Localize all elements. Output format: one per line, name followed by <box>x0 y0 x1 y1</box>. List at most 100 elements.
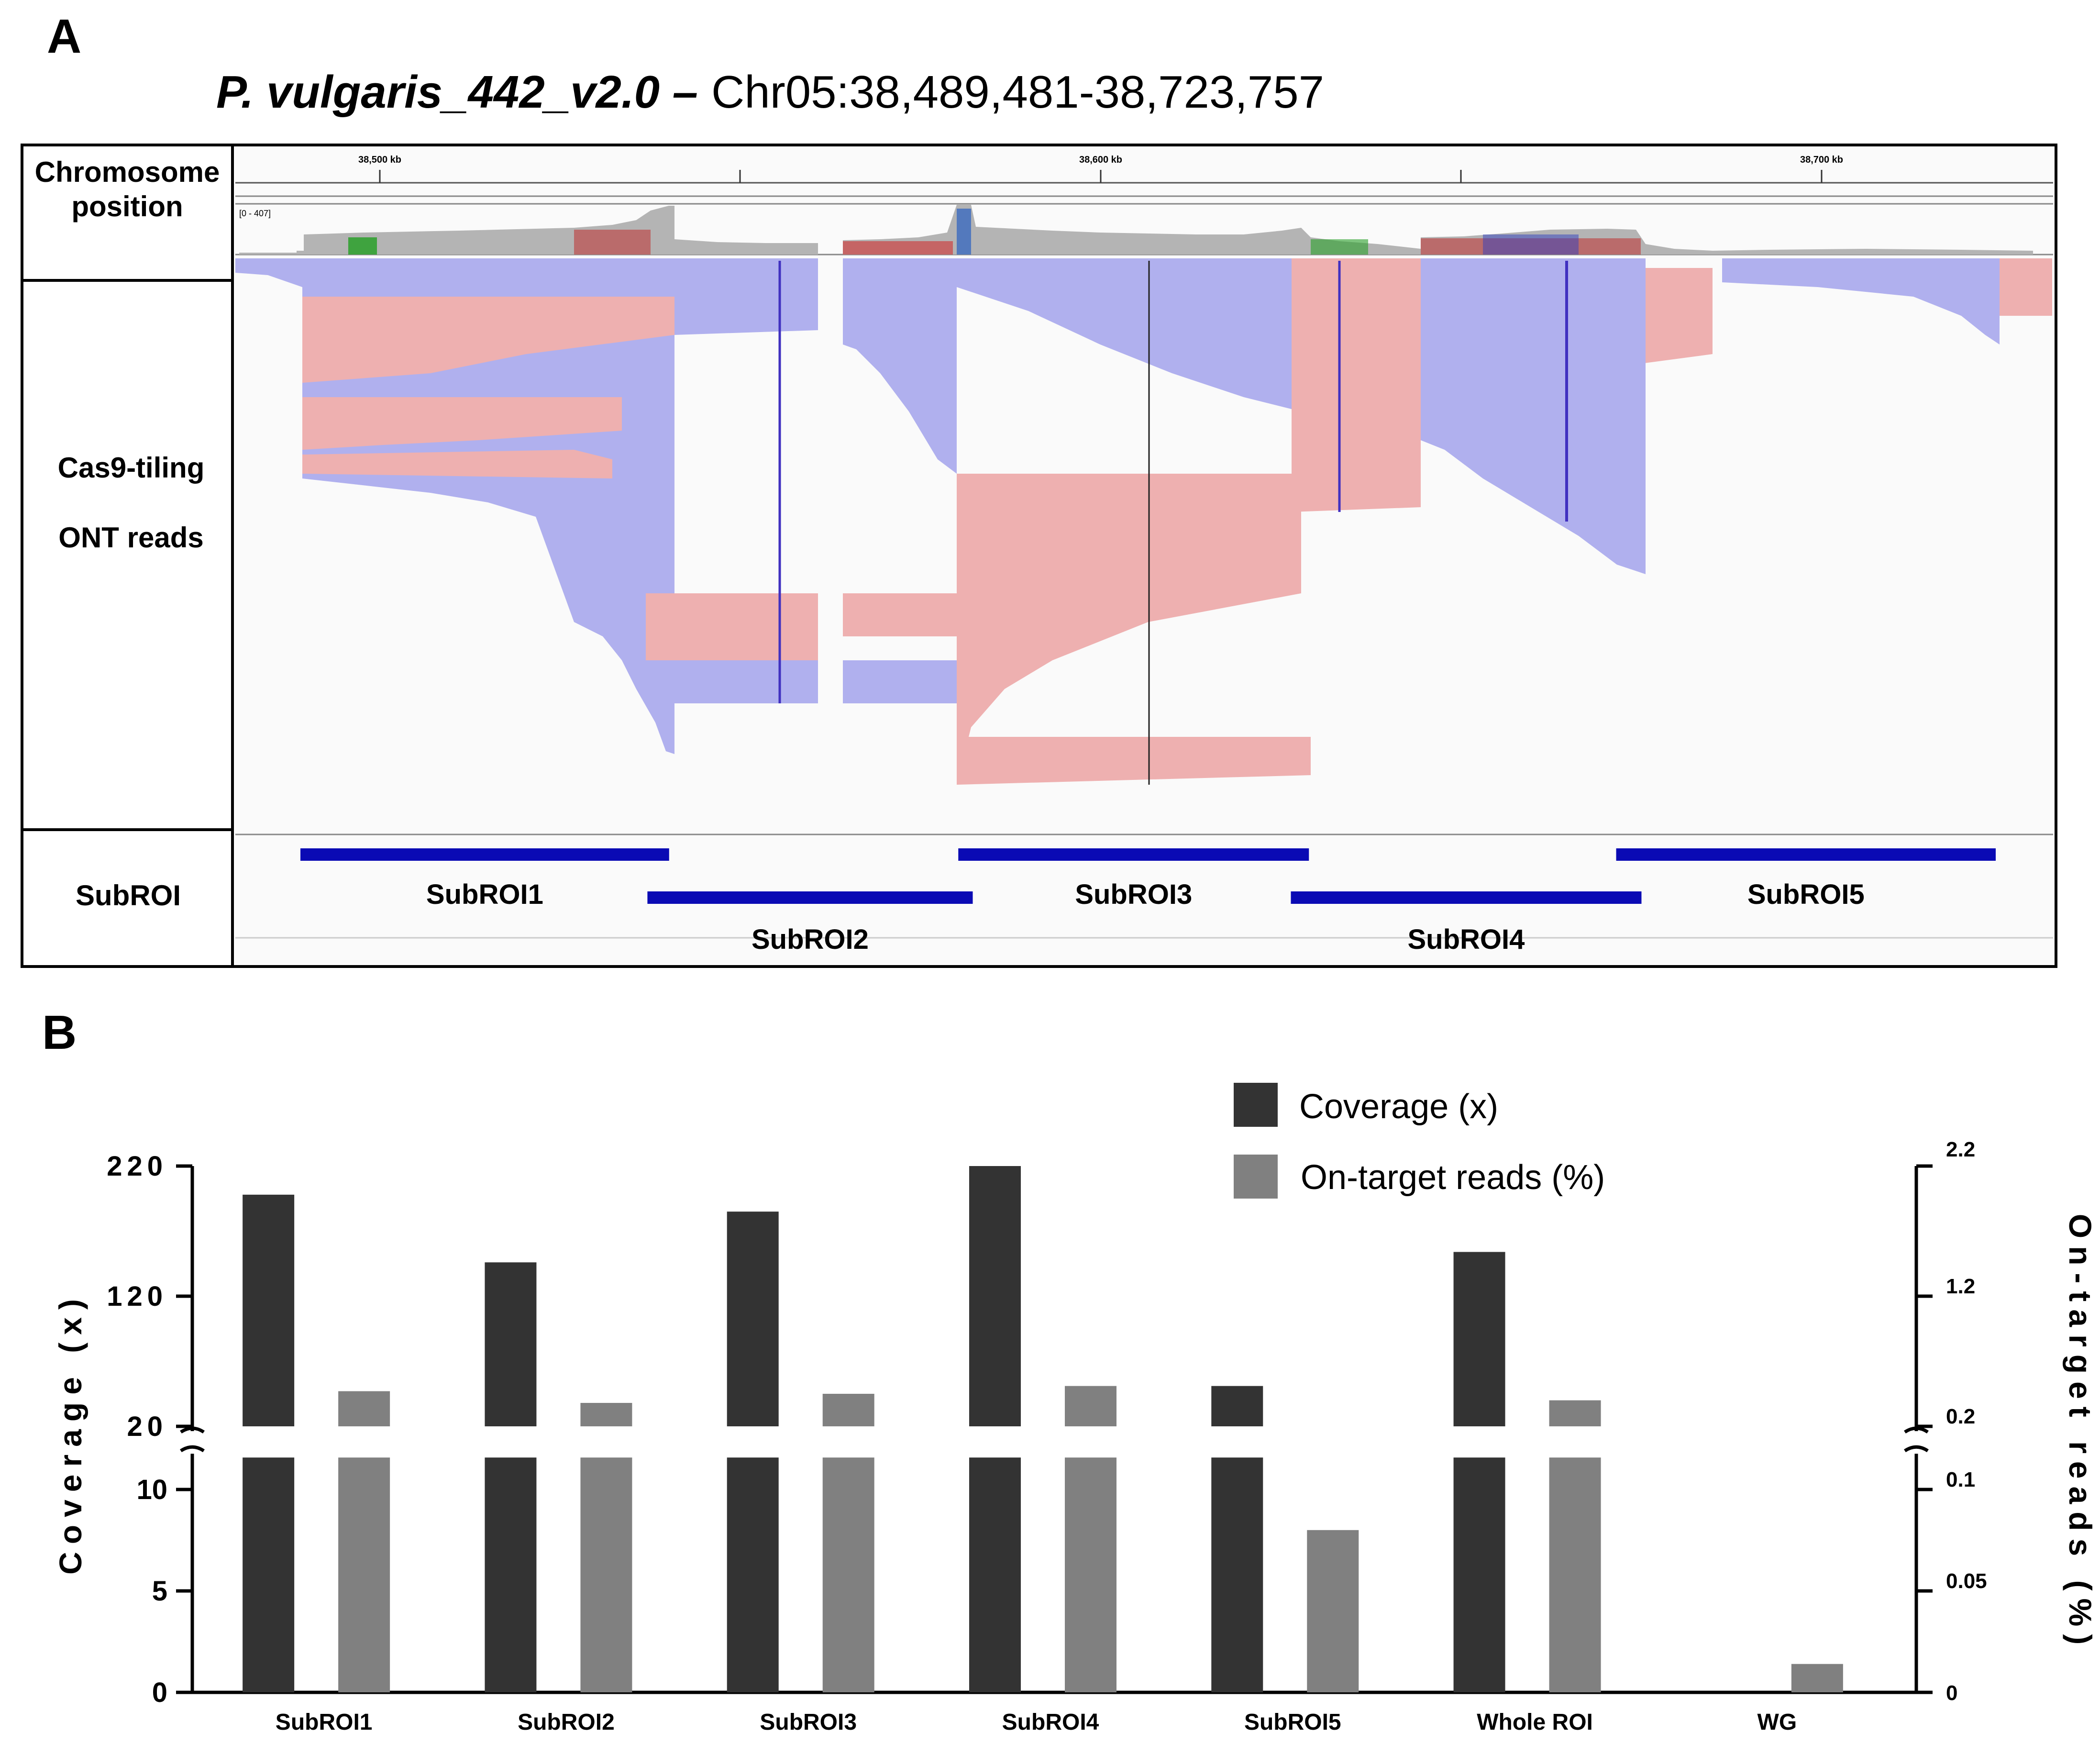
bar-on-target-lower-3 <box>1065 1457 1116 1692</box>
subroi-label-3: SubROI3 <box>1075 879 1192 910</box>
snp-band <box>1483 234 1579 255</box>
bar-coverage-lower-4 <box>1211 1457 1263 1692</box>
subroi-label-1: SubROI1 <box>426 879 543 910</box>
y-tick-label-1: 120 <box>107 1281 167 1312</box>
subroi-label: SubROI <box>76 879 181 911</box>
y-axis-break-mark <box>180 1445 205 1453</box>
bar-on-target-upper-0 <box>338 1391 390 1426</box>
read-block-forward <box>235 258 674 754</box>
read-block-reverse <box>843 593 957 636</box>
label-column <box>21 144 234 968</box>
bar-coverage-upper-0 <box>243 1194 295 1426</box>
bar-coverage-lower-5 <box>1453 1457 1505 1692</box>
bar-on-target-upper-3 <box>1065 1386 1116 1426</box>
ruler-label-38700: 38,700 kb <box>1800 155 1843 165</box>
coverage-range-label: [0 - 407] <box>239 209 271 218</box>
subroi-bar-2 <box>647 891 973 904</box>
snp-band <box>574 230 651 255</box>
y2-tick-label-1: 1.2 <box>1946 1275 1975 1298</box>
y2-axis-title: On-target reads (%) <box>2063 1214 2098 1652</box>
y-axis-title: Coverage (x) <box>53 1291 88 1575</box>
subroi-track: SubROI1 SubROI2 SubROI3 SubROI4 SubROI5 <box>300 848 1996 955</box>
y-tick-label-0: 220 <box>107 1151 167 1182</box>
snp-band <box>1311 239 1368 255</box>
subroi-bar-4 <box>1291 891 1642 904</box>
snp-band <box>348 237 377 255</box>
y-axis-break-mark <box>180 1426 205 1434</box>
x-tick-label-2: SubROI3 <box>760 1710 857 1735</box>
read-block-forward <box>1722 258 2000 345</box>
read-block-reverse <box>1292 258 1421 512</box>
x-tick-label-0: SubROI1 <box>276 1710 373 1735</box>
read-block-forward <box>843 660 957 703</box>
read-block-reverse <box>302 397 622 450</box>
subroi-bar-1 <box>300 848 669 861</box>
bar-on-target-lower-0 <box>338 1457 390 1692</box>
bar-coverage-upper-4 <box>1211 1386 1263 1426</box>
y2-tick-label-3: 0.1 <box>1946 1468 1975 1491</box>
y2-tick-label-4: 0.05 <box>1946 1569 1987 1593</box>
title-assembly: _442_v2.0 – <box>440 67 698 118</box>
snp-band <box>957 209 971 255</box>
bar-coverage-upper-1 <box>485 1262 537 1426</box>
ruler-label-38600: 38,600 kb <box>1079 155 1122 165</box>
x-tick-label-5: Whole ROI <box>1477 1710 1593 1735</box>
legend-label-on-target: On-target reads (%) <box>1301 1158 1605 1197</box>
bar-coverage-upper-2 <box>727 1211 779 1426</box>
read-block-forward <box>674 258 818 335</box>
y2-tick-label-5: 0 <box>1946 1681 1957 1705</box>
bar-on-target-4 <box>1307 1530 1359 1692</box>
bar-on-target-lower-2 <box>822 1457 874 1692</box>
read-block-reverse <box>302 450 612 478</box>
x-tick-label-6: WG <box>1757 1710 1797 1735</box>
subroi-label-5: SubROI5 <box>1747 879 1865 910</box>
bar-on-target-upper-5 <box>1549 1400 1601 1426</box>
bar-coverage-lower-3 <box>969 1457 1021 1692</box>
read-block-forward <box>1421 258 1646 574</box>
x-tick-label-3: SubROI4 <box>1002 1710 1099 1735</box>
subroi-bar-3 <box>958 848 1309 861</box>
chrom-label-line2: position <box>71 190 183 222</box>
y-tick-label-3: 10 <box>136 1474 167 1505</box>
subroi-label-4: SubROI4 <box>1408 924 1525 955</box>
bar-on-target-6 <box>1791 1664 1843 1692</box>
title-species: P. vulgaris <box>216 67 442 118</box>
bar-coverage-lower-0 <box>243 1457 295 1692</box>
read-block-reverse <box>957 737 1311 785</box>
read-block-reverse <box>957 474 1301 785</box>
subroi-label-2: SubROI2 <box>752 924 869 955</box>
chrom-label-line1: Chromosome <box>35 156 220 188</box>
read-block-reverse <box>2000 258 2052 316</box>
y2-axis-break-mark <box>1904 1426 1929 1434</box>
y2-tick-label-0: 2.2 <box>1946 1138 1975 1161</box>
y-tick-label-5: 0 <box>152 1677 167 1708</box>
bar-chart: SubROI1 SubROI2 SubROI3 SubROI4 SubROI5 Whole… <box>107 1138 1987 1735</box>
y-tick-label-4: 5 <box>152 1576 167 1607</box>
bar-coverage-lower-2 <box>727 1457 779 1692</box>
reads-label-line1: Cas9-tiling <box>58 452 205 484</box>
subroi-bar-5 <box>1616 848 1996 861</box>
y2-axis-break-mark <box>1904 1445 1929 1453</box>
x-tick-label-4: SubROI5 <box>1244 1710 1341 1735</box>
read-block-forward <box>646 660 818 703</box>
legend-swatch-coverage <box>1234 1083 1278 1127</box>
panel-a-title: P. vulgaris_442_v2.0 – Chr05:38,489,481-3… <box>216 67 1324 118</box>
ruler-label-38500: 38,500 kb <box>358 155 401 165</box>
bar-coverage-lower-1 <box>485 1457 537 1692</box>
read-block-reverse <box>302 297 674 383</box>
coverage-snp-bands <box>348 209 1641 255</box>
panel-a-letter: A <box>47 10 81 63</box>
bar-on-target-upper-1 <box>580 1403 632 1426</box>
legend-label-coverage: Coverage (x) <box>1299 1088 1498 1126</box>
bar-coverage-upper-3 <box>969 1166 1021 1426</box>
legend-swatch-on-target <box>1234 1155 1278 1199</box>
ruler-ticks: 38,500 kb 38,600 kb 38,700 kb <box>358 155 1843 183</box>
reads-label-line2: ONT reads <box>58 522 203 554</box>
bar-on-target-upper-2 <box>822 1394 874 1426</box>
bar-on-target-lower-1 <box>580 1457 632 1692</box>
y-tick-label-2: 20 <box>127 1411 167 1442</box>
reads-label-box <box>21 279 234 831</box>
title-region: Chr05:38,489,481-38,723,757 <box>711 67 1324 118</box>
read-block-forward <box>843 258 957 474</box>
